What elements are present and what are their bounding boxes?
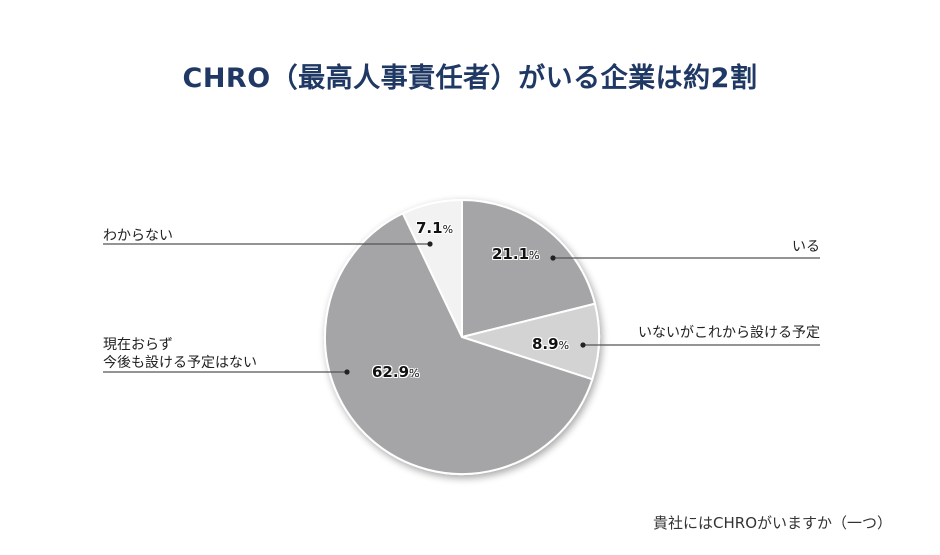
pie-slice xyxy=(324,212,594,475)
leader-dot xyxy=(550,255,556,261)
leader-dot xyxy=(427,241,433,247)
leader-dot xyxy=(580,342,586,348)
label-no-line2: 今後も設ける予定はない xyxy=(103,355,257,371)
value-yes: 21.1% xyxy=(492,245,540,263)
label-yes: いる xyxy=(792,239,820,255)
value-no: 62.9% xyxy=(372,363,420,381)
value-unknown: 7.1% xyxy=(416,219,454,237)
label-planned: いないがこれから設ける予定 xyxy=(638,325,820,341)
label-no: 現在おらず 今後も設ける予定はない xyxy=(103,336,257,372)
value-planned: 8.9% xyxy=(532,335,570,353)
label-unknown: わからない xyxy=(103,228,173,244)
chart-title: CHRO（最高人事責任者）がいる企業は約2割 xyxy=(182,63,758,94)
leader-lines xyxy=(103,241,820,375)
pie-slices xyxy=(324,198,600,475)
leader-dot xyxy=(344,369,350,375)
label-no-line1: 現在おらず xyxy=(103,337,173,353)
pie-slice xyxy=(401,198,463,338)
pie-slice xyxy=(461,198,597,339)
survey-question: 貴社にはCHROがいますか（一つ） xyxy=(653,514,892,532)
